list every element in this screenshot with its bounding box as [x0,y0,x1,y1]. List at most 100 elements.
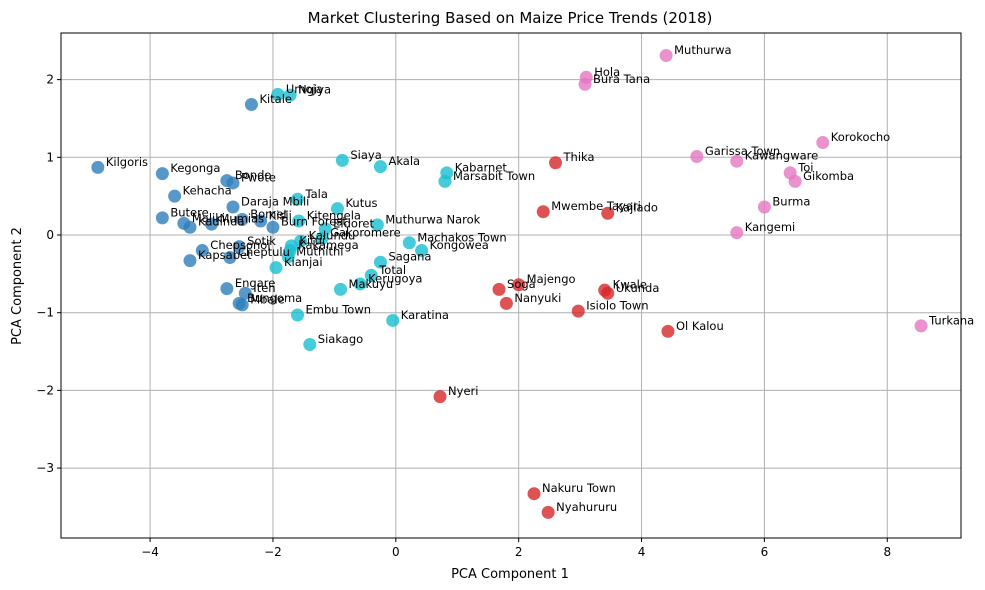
data-point [235,212,249,226]
point-label: Isiolo Town [586,299,648,313]
data-point [601,286,615,300]
point-label: Mwembe Tayari [551,199,641,213]
data-point [415,244,429,258]
point-label: Kangemi [745,220,795,234]
data-point [232,240,246,254]
point-label: Umoja [286,82,323,96]
point-label: Bondo [235,168,272,182]
data-point [757,200,771,214]
axis-ticks: −4 −2 0 2 4 6 8 −3 −2 −1 0 1 2 [36,73,891,559]
data-point [433,390,447,404]
point-label: Pwote [241,170,276,184]
point-label: Maliki [192,211,225,225]
data-point [220,282,234,296]
data-point [730,154,744,168]
data-point [330,202,344,216]
data-point [334,282,348,296]
y-tick-label: −3 [36,461,54,475]
data-point [816,136,830,150]
point-label: Muthithi [296,244,343,258]
point-label: Ukunda [616,281,660,295]
point-label: Sagana [388,250,431,264]
point-label: Kianjai [284,255,323,269]
point-label: Kitengela [307,209,361,223]
data-point [541,505,555,519]
grid [61,33,961,538]
data-point [690,150,704,164]
data-point [183,254,197,268]
data-point [536,205,550,219]
point-label: Kehacha [183,184,232,198]
point-label: Kerugoya [368,271,422,285]
data-point [183,220,197,234]
point-label: Korokocho [831,130,890,144]
point-label: Kitale [259,92,292,106]
point-label: Gakoromere [330,226,401,240]
point-label: Kawangware [745,149,818,163]
data-point [292,214,306,228]
point-label: Kongowea [430,238,489,252]
data-point [223,251,237,265]
point-label: Burma [772,195,810,209]
data-point [402,236,416,250]
point-label: Siaya [350,148,381,162]
point-label: Karatina [401,308,449,322]
data-point [373,255,387,269]
data-point [492,282,506,296]
point-label: Daraja Mbili [241,195,309,209]
point-label: Nyahururu [556,500,617,514]
plot-area-frame [60,32,962,539]
data-point [549,156,563,170]
point-label: Chepsonoi [210,238,270,252]
point-label: Kabarnet [455,160,508,174]
data-point [91,160,105,174]
data-point [499,296,513,310]
data-point [571,304,585,318]
point-label: Butere [170,205,208,219]
x-tick-label: 6 [761,545,769,559]
point-labels: Kilgoris Kegonga Kehacha ButereMalikiKadind… [106,43,974,514]
point-label: Kajiado [616,201,658,215]
data-point [353,277,367,291]
x-tick-label: 0 [392,545,400,559]
point-label: Machakos Town [417,230,506,244]
data-point [386,313,400,327]
point-label: Nakuru Town [542,481,616,495]
data-point [438,174,452,188]
point-label: Kapsabet [198,248,252,262]
data-point [195,244,209,258]
data-point [269,261,283,275]
data-point [271,87,285,101]
point-label: Cheptulu [238,245,290,259]
point-label: Ol Kalou [676,319,724,333]
data-point [373,160,387,174]
data-point [315,231,329,245]
point-label: Kegonga [170,161,220,175]
point-label: Akala [388,154,420,168]
point-label: Eldoret [333,216,374,230]
point-label: Iten [253,281,275,295]
data-point [168,189,182,203]
point-label: Thika [563,150,595,164]
data-point [283,88,297,102]
point-label: Mumias [220,212,265,226]
data-point [226,176,240,190]
point-label: Bura Tana [593,72,650,86]
y-tick-label: 2 [46,73,54,87]
point-label: Nyeri [448,384,478,398]
point-label: Majengo [527,272,576,286]
point-label: Siakago [318,332,363,346]
point-label: Gikomba [803,169,854,183]
point-label: Kutus [345,196,377,210]
data-point [527,487,541,501]
data-point [291,308,305,322]
chart-title: Market Clustering Based on Maize Price T… [308,9,713,27]
x-tick-label: 4 [638,545,646,559]
data-point [335,153,349,167]
data-point [303,338,317,352]
data-point [155,211,169,225]
point-label: Toi [797,160,813,174]
point-label: Mbale [250,292,285,306]
